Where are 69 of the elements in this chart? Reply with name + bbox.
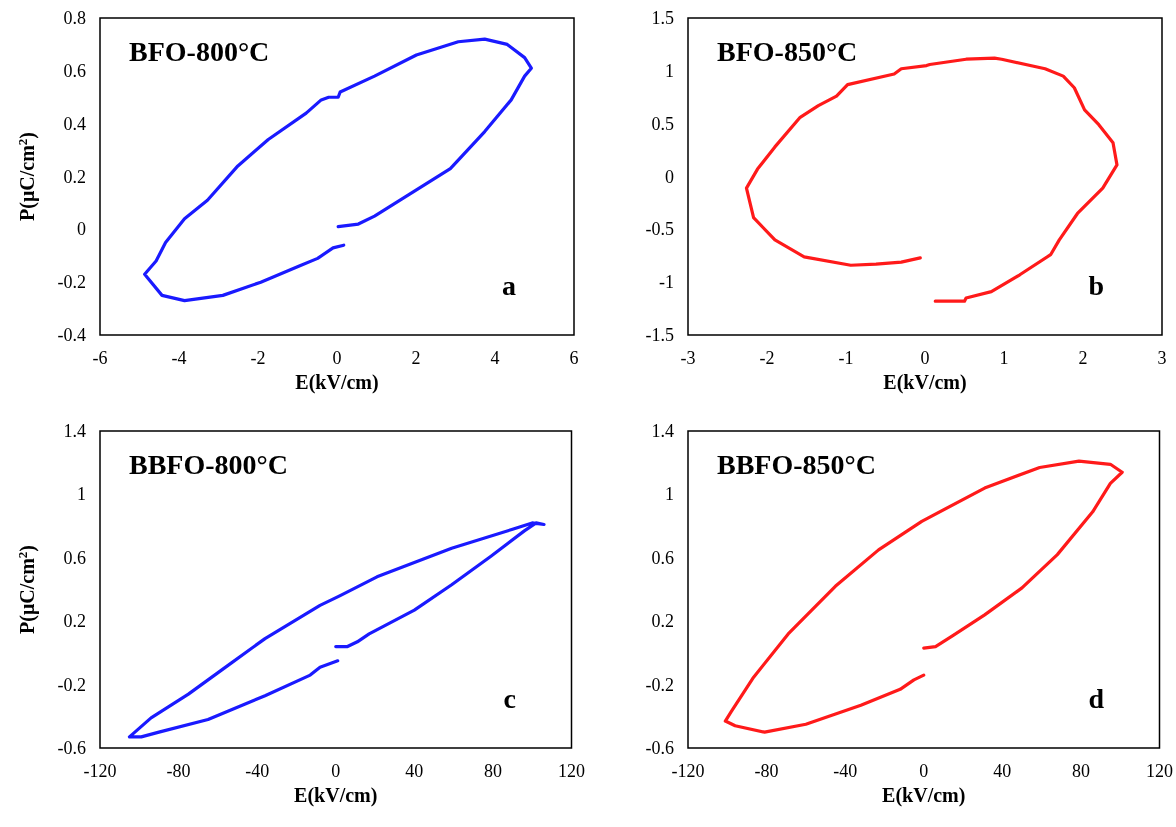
y-tick-label: -0.6 — [57, 738, 86, 758]
y-tick-label: -0.5 — [645, 219, 674, 240]
text: BBFO-850°C — [717, 448, 876, 480]
x-tick-label: 6 — [569, 348, 579, 368]
x-tick-label: -6 — [92, 348, 108, 368]
x-tick-label: -120 — [83, 761, 117, 781]
x-tick-label: 1 — [999, 348, 1009, 368]
annotation: b — [1088, 269, 1105, 301]
y-tick-label: -0.2 — [645, 674, 674, 695]
x-tick-label: 0 — [919, 761, 929, 781]
x-tick-label: -80 — [754, 761, 779, 781]
y-tick-label: -0.6 — [645, 738, 674, 758]
x-tick-label: -2 — [759, 348, 775, 368]
x-tick-label: 4 — [490, 348, 500, 368]
y-tick-label: 0.6 — [63, 60, 86, 81]
x-tick-label: 0 — [331, 761, 341, 781]
x-axis-title: E(kV/cm) — [294, 783, 378, 807]
y-tick-label: -1 — [659, 272, 674, 293]
annotation: d — [1088, 682, 1105, 714]
x-tick-label: -40 — [833, 761, 858, 781]
y-tick-label: 0.6 — [63, 547, 86, 568]
y-axis-title: P(μC/cm2) — [15, 545, 39, 634]
y-axis-title: P(μC/cm2) — [15, 132, 39, 221]
x-tick-label: 0 — [332, 348, 342, 368]
x-tick-label: 120 — [558, 761, 585, 781]
x-tick-label: 40 — [993, 761, 1012, 781]
x-tick-label: -40 — [245, 761, 270, 781]
y-tick-label: 1.5 — [651, 8, 674, 28]
y-tick-label: 1 — [665, 484, 674, 505]
x-tick-label: 2 — [411, 348, 421, 368]
x-tick-label: 80 — [1071, 761, 1090, 781]
x-tick-label: 120 — [1146, 761, 1173, 781]
x-tick-label: 0 — [920, 348, 930, 368]
y-tick-label: 0.8 — [63, 8, 86, 28]
x-tick-label: -2 — [250, 348, 266, 368]
x-tick-label: -120 — [671, 761, 705, 781]
x-tick-label: -4 — [171, 348, 187, 368]
y-tick-label: 1.4 — [651, 421, 674, 441]
y-tick-label: 0 — [665, 166, 674, 187]
y-tick-label: -0.2 — [57, 674, 86, 695]
text: BBFO-800°C — [129, 448, 288, 480]
x-tick-label: -1 — [838, 348, 854, 368]
text: BFO-800°C — [129, 35, 270, 67]
x-tick-label: 2 — [1078, 348, 1088, 368]
x-axis-title: E(kV/cm) — [295, 370, 379, 394]
annotation: a — [502, 269, 516, 301]
x-tick-label: -3 — [680, 348, 696, 368]
x-tick-label: 40 — [405, 761, 424, 781]
x-axis-title: E(kV/cm) — [882, 783, 966, 807]
y-tick-label: 1 — [77, 484, 86, 505]
y-tick-label: 0.6 — [651, 547, 674, 568]
annotation: c — [503, 682, 517, 714]
y-tick-label: -0.4 — [57, 325, 86, 345]
y-tick-label: -0.2 — [57, 272, 86, 293]
y-tick-label: 0 — [77, 219, 86, 240]
line-series — [127, 521, 546, 739]
y-tick-label: 1 — [665, 60, 674, 81]
x-tick-label: -80 — [166, 761, 191, 781]
y-tick-label: 0.2 — [63, 166, 86, 187]
y-tick-label: 0.5 — [651, 113, 674, 134]
y-tick-label: 1.4 — [63, 421, 86, 441]
text: BFO-850°C — [717, 35, 858, 67]
x-tick-label: 80 — [483, 761, 502, 781]
y-tick-label: 0.4 — [63, 113, 86, 134]
x-axis-title: E(kV/cm) — [883, 370, 967, 394]
y-tick-label: 0.2 — [651, 611, 674, 632]
y-tick-label: -1.5 — [645, 325, 674, 345]
x-tick-label: 3 — [1157, 348, 1167, 368]
y-tick-label: 0.2 — [63, 611, 86, 632]
